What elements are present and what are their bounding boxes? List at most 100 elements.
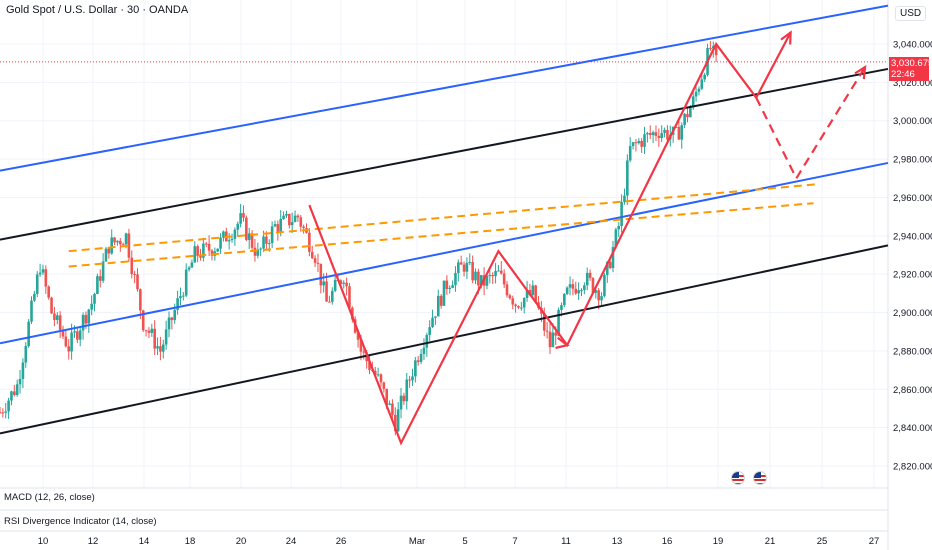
currency-selector[interactable]: USD xyxy=(895,6,927,21)
candle-body xyxy=(18,378,22,385)
candle-body xyxy=(451,285,454,288)
channel-black-lower xyxy=(0,244,889,435)
candle-body xyxy=(591,278,595,293)
candle-body xyxy=(368,361,371,370)
candle-body xyxy=(319,263,323,286)
candle-body xyxy=(64,336,68,347)
candle-body xyxy=(96,276,99,294)
x-tick-label: 18 xyxy=(185,536,196,547)
y-tick-label: 2,820.000 xyxy=(893,462,932,473)
candle-body xyxy=(159,346,162,352)
candle-body xyxy=(184,269,188,296)
candle-body xyxy=(15,384,19,395)
candle-body xyxy=(0,412,2,414)
y-tick-label: 2,860.000 xyxy=(893,385,932,396)
candle-body xyxy=(124,233,128,245)
x-tick-label: 21 xyxy=(765,536,776,547)
candle-body xyxy=(551,332,555,348)
candle-body xyxy=(408,379,411,381)
candle-body xyxy=(594,290,598,293)
candle-body xyxy=(290,221,294,226)
candle-body xyxy=(428,327,431,335)
candle-body xyxy=(634,142,638,144)
candle-body xyxy=(485,275,489,286)
us-flag-icon[interactable] xyxy=(731,471,745,485)
candle-body xyxy=(141,310,145,331)
candle-body xyxy=(459,262,463,265)
candle-body xyxy=(227,240,231,242)
candle-body xyxy=(136,274,139,290)
candle-body xyxy=(491,275,494,277)
rsi-indicator-label[interactable]: RSI Divergence Indicator (14, close) xyxy=(4,516,157,527)
candle-body xyxy=(385,388,389,405)
candle-body xyxy=(121,244,125,246)
candle-body xyxy=(116,240,119,243)
zigzag-arrowhead xyxy=(555,336,570,349)
us-flag-icon[interactable] xyxy=(753,471,767,485)
candle-body xyxy=(617,226,621,230)
candle-body xyxy=(376,374,380,376)
candle-body xyxy=(514,304,517,307)
candle-body xyxy=(216,248,220,252)
candle-body xyxy=(207,243,211,251)
candle-body xyxy=(422,347,426,354)
candle-body xyxy=(339,280,343,284)
candle-body xyxy=(531,285,535,295)
candle-body xyxy=(628,146,632,161)
candle-body xyxy=(465,262,469,272)
candle-body xyxy=(182,295,185,297)
x-tick-label: 25 xyxy=(817,536,828,547)
candle-body xyxy=(608,261,612,269)
candle-body xyxy=(382,382,386,389)
candle-body xyxy=(296,215,300,218)
y-tick-label: 3,040.000 xyxy=(893,40,932,51)
macd-indicator-label[interactable]: MACD (12, 26, close) xyxy=(4,492,95,503)
x-tick-label: 27 xyxy=(869,536,880,547)
candle-body xyxy=(316,262,320,264)
candle-body xyxy=(139,289,142,311)
candle-body xyxy=(130,257,134,275)
channel-blue-middle xyxy=(0,161,889,345)
candle-body xyxy=(651,132,655,136)
candle-body xyxy=(703,74,706,80)
candle-body xyxy=(70,332,73,352)
candle-body xyxy=(41,269,45,273)
candle-body xyxy=(588,272,592,279)
orange-dashed-line xyxy=(68,183,820,253)
x-tick-label: Mar xyxy=(409,536,425,547)
candle-body xyxy=(187,267,191,270)
candle-body xyxy=(571,284,575,289)
candle-body xyxy=(520,307,523,309)
candle-body xyxy=(557,309,560,336)
candle-body xyxy=(414,360,417,377)
candle-body xyxy=(411,376,414,381)
candle-body xyxy=(27,321,30,347)
y-tick-label: 2,980.000 xyxy=(893,155,932,166)
candle-body xyxy=(666,129,669,140)
candle-body xyxy=(53,313,56,320)
y-tick-label: 3,000.000 xyxy=(893,116,932,127)
candle-body xyxy=(33,293,36,301)
candle-body xyxy=(508,295,512,299)
candle-body xyxy=(694,91,698,97)
candle-body xyxy=(620,201,623,227)
candle-body xyxy=(396,409,400,432)
candle-body xyxy=(497,270,500,272)
candle-body xyxy=(267,243,271,245)
candle-body xyxy=(144,330,148,332)
candle-body xyxy=(262,236,265,249)
candle-body xyxy=(325,281,328,302)
candle-body xyxy=(457,262,460,273)
candle-body xyxy=(76,331,79,340)
y-tick-label: 2,940.000 xyxy=(893,231,932,242)
candle-body xyxy=(436,295,440,317)
candle-body xyxy=(534,285,537,303)
x-tick-label: 26 xyxy=(336,536,347,547)
candle-body xyxy=(270,226,274,244)
candle-body xyxy=(127,233,131,258)
candle-body xyxy=(686,113,689,118)
candle-body xyxy=(643,134,646,147)
candle-body xyxy=(236,223,240,230)
candle-body xyxy=(81,314,85,331)
